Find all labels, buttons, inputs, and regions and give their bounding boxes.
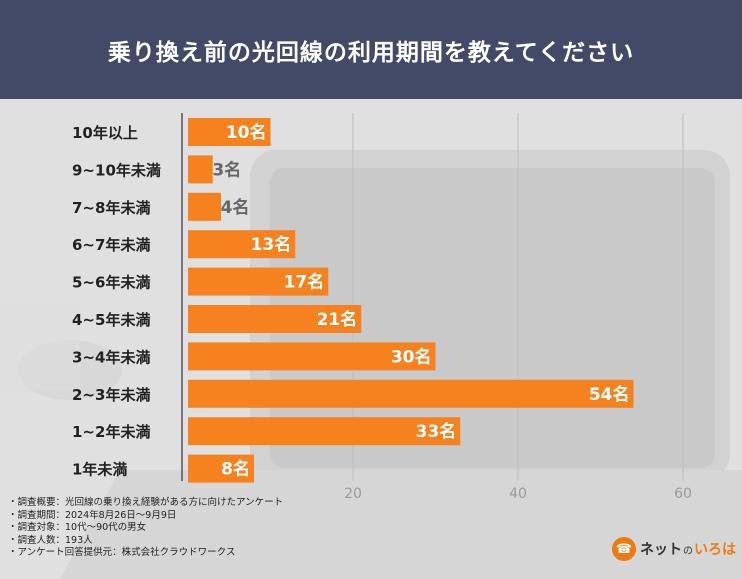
category-label: 7~8年未満 [72,199,150,217]
data-label: 8名 [221,459,250,480]
category-label: 2~3年未満 [72,386,150,404]
bar [188,454,254,483]
survey-notes: ・調査概要：光回線の乗り換え経験がある方に向けたアンケート ・調査期間：2024… [8,497,283,560]
data-label: 21名 [317,309,358,330]
bar [188,118,271,146]
category-label: 4~5年未満 [72,311,150,329]
x-tick-label: 20 [344,486,362,502]
category-label: 10年以上 [72,124,138,142]
category-label: 9~10年未満 [72,161,161,179]
x-tick-label: 40 [509,486,527,502]
data-label: 17名 [284,272,325,293]
phone-icon: ☎ [612,537,636,561]
bar-chart: 20 40 60 10年以上 10名 9~10年未満 3名 7~8年未満 4名 6~7年未満 13名… [72,113,692,502]
category-label: 1~2年未満 [72,423,150,441]
data-label: 30名 [391,346,432,367]
note-count: ・調査人数：193人 [8,534,93,546]
note-period: ・調査期間：2024年8月26日～9月9日 [8,509,177,521]
page-title: 乗り換え前の光回線の利用期間を教えてください [107,39,635,66]
bar [188,267,329,296]
data-label: 33名 [416,421,457,442]
data-label: 13名 [251,234,292,255]
logo-text: ネットのいろは [640,539,736,559]
category-label: 6~7年未満 [72,236,150,254]
data-label: 4名 [221,197,250,218]
bar [188,155,213,184]
bar [188,417,461,446]
bar [188,230,296,259]
bar [188,379,634,408]
data-label: 3名 [212,159,241,180]
category-label: 5~6年未満 [72,274,150,292]
category-label: 3~4年未満 [72,348,150,366]
bar [188,305,362,333]
data-label: 10名 [226,122,267,143]
category-label: 1年未満 [72,461,127,479]
bar [188,192,221,221]
title-banner: 乗り換え前の光回線の利用期間を教えてください [0,0,742,99]
note-source: ・アンケート回答提供元：株式会社クラウドワークス [8,547,236,559]
bar [188,342,436,371]
note-target: ・調査対象：10代～90代の男女 [8,522,147,534]
logo-prefix: ネット [640,542,682,558]
x-tick-label: 60 [674,486,692,502]
logo-brand: いろは [694,542,736,558]
logo-particle: の [683,546,693,557]
data-label: 54名 [589,384,630,405]
note-summary: ・調査概要：光回線の乗り換え経験がある方に向けたアンケート [8,497,284,508]
site-logo: ☎ ネットのいろは [612,537,736,561]
